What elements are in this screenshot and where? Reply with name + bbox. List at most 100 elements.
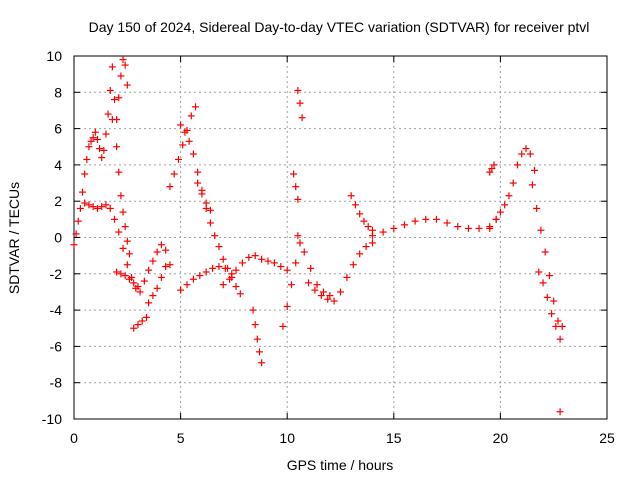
data-point bbox=[134, 283, 142, 291]
data-point bbox=[337, 288, 344, 296]
data-point bbox=[181, 128, 189, 136]
data-point bbox=[115, 228, 123, 236]
data-point bbox=[111, 96, 119, 104]
data-point bbox=[149, 257, 157, 265]
data-point bbox=[443, 219, 451, 227]
data-point bbox=[83, 155, 91, 163]
data-point bbox=[185, 137, 193, 145]
data-point bbox=[102, 130, 110, 138]
data-point bbox=[93, 204, 101, 212]
data-point bbox=[130, 324, 138, 332]
data-point bbox=[307, 264, 315, 272]
data-point bbox=[486, 224, 494, 232]
data-point bbox=[153, 248, 161, 256]
y-tick-label: 2 bbox=[54, 193, 62, 209]
data-point bbox=[232, 283, 240, 291]
data-point bbox=[368, 232, 376, 240]
data-point bbox=[108, 116, 116, 124]
data-point bbox=[111, 215, 119, 223]
data-point bbox=[535, 268, 543, 276]
y-tick-label: -10 bbox=[42, 411, 62, 427]
data-point bbox=[119, 244, 127, 252]
y-tick-label: -6 bbox=[50, 338, 63, 354]
data-point bbox=[153, 284, 161, 292]
data-point bbox=[249, 306, 257, 314]
data-point bbox=[545, 272, 553, 280]
data-point bbox=[106, 204, 114, 212]
y-tick-label: 10 bbox=[46, 48, 62, 64]
data-point bbox=[258, 359, 266, 367]
data-point bbox=[475, 224, 483, 232]
data-point bbox=[251, 252, 259, 260]
data-point bbox=[211, 232, 219, 240]
data-point bbox=[113, 143, 121, 151]
data-point bbox=[145, 266, 153, 274]
data-point bbox=[174, 155, 182, 163]
data-point bbox=[221, 264, 229, 272]
data-point bbox=[166, 183, 174, 191]
data-point bbox=[85, 143, 93, 151]
data-point bbox=[290, 170, 298, 178]
data-point bbox=[496, 208, 504, 216]
data-point bbox=[287, 281, 295, 289]
data-point bbox=[123, 237, 131, 245]
data-point bbox=[279, 322, 287, 330]
data-point bbox=[98, 203, 106, 211]
data-point bbox=[283, 266, 291, 274]
data-point bbox=[554, 317, 562, 325]
data-point bbox=[505, 192, 513, 200]
data-point bbox=[125, 275, 133, 283]
data-point bbox=[189, 275, 197, 283]
data-point bbox=[541, 248, 549, 256]
data-point bbox=[117, 192, 125, 200]
data-point bbox=[183, 281, 191, 289]
data-point bbox=[238, 259, 246, 267]
data-point bbox=[100, 146, 108, 154]
data-point bbox=[317, 292, 325, 300]
chart-title: Day 150 of 2024, Sidereal Day-to-day VTE… bbox=[89, 19, 590, 35]
data-point bbox=[300, 248, 308, 256]
data-point bbox=[215, 243, 223, 251]
data-point bbox=[194, 179, 202, 187]
data-point bbox=[142, 313, 150, 321]
data-point bbox=[432, 215, 440, 223]
data-point bbox=[292, 183, 300, 191]
data-point bbox=[411, 217, 419, 225]
data-point bbox=[166, 261, 174, 269]
data-point bbox=[98, 154, 106, 162]
data-point bbox=[253, 335, 261, 343]
data-point bbox=[119, 208, 127, 216]
data-point bbox=[513, 161, 521, 169]
data-point bbox=[206, 206, 214, 214]
data-point bbox=[548, 310, 556, 318]
data-point bbox=[121, 223, 129, 231]
data-point bbox=[79, 188, 87, 196]
data-point bbox=[113, 268, 121, 276]
data-point bbox=[311, 286, 319, 294]
x-tick-label: 0 bbox=[70, 430, 78, 446]
data-point bbox=[326, 292, 334, 300]
data-point bbox=[539, 279, 547, 287]
data-point bbox=[550, 297, 558, 305]
data-point bbox=[330, 297, 338, 305]
data-point bbox=[187, 112, 195, 120]
data-point bbox=[518, 150, 526, 158]
data-point bbox=[501, 201, 509, 209]
data-point bbox=[313, 281, 321, 289]
data-point bbox=[492, 215, 500, 223]
data-point bbox=[196, 272, 204, 280]
data-point bbox=[488, 165, 496, 173]
data-point bbox=[81, 170, 89, 178]
data-point bbox=[198, 190, 206, 198]
data-point bbox=[157, 241, 165, 249]
data-point bbox=[108, 63, 116, 71]
data-point bbox=[556, 335, 564, 343]
y-tick-label: -2 bbox=[50, 266, 63, 282]
data-point bbox=[123, 261, 131, 269]
data-point bbox=[72, 230, 80, 238]
data-point bbox=[270, 259, 278, 267]
data-point bbox=[149, 292, 157, 300]
y-tick-label: 0 bbox=[54, 230, 62, 246]
data-point bbox=[258, 255, 266, 263]
data-point bbox=[115, 168, 123, 176]
